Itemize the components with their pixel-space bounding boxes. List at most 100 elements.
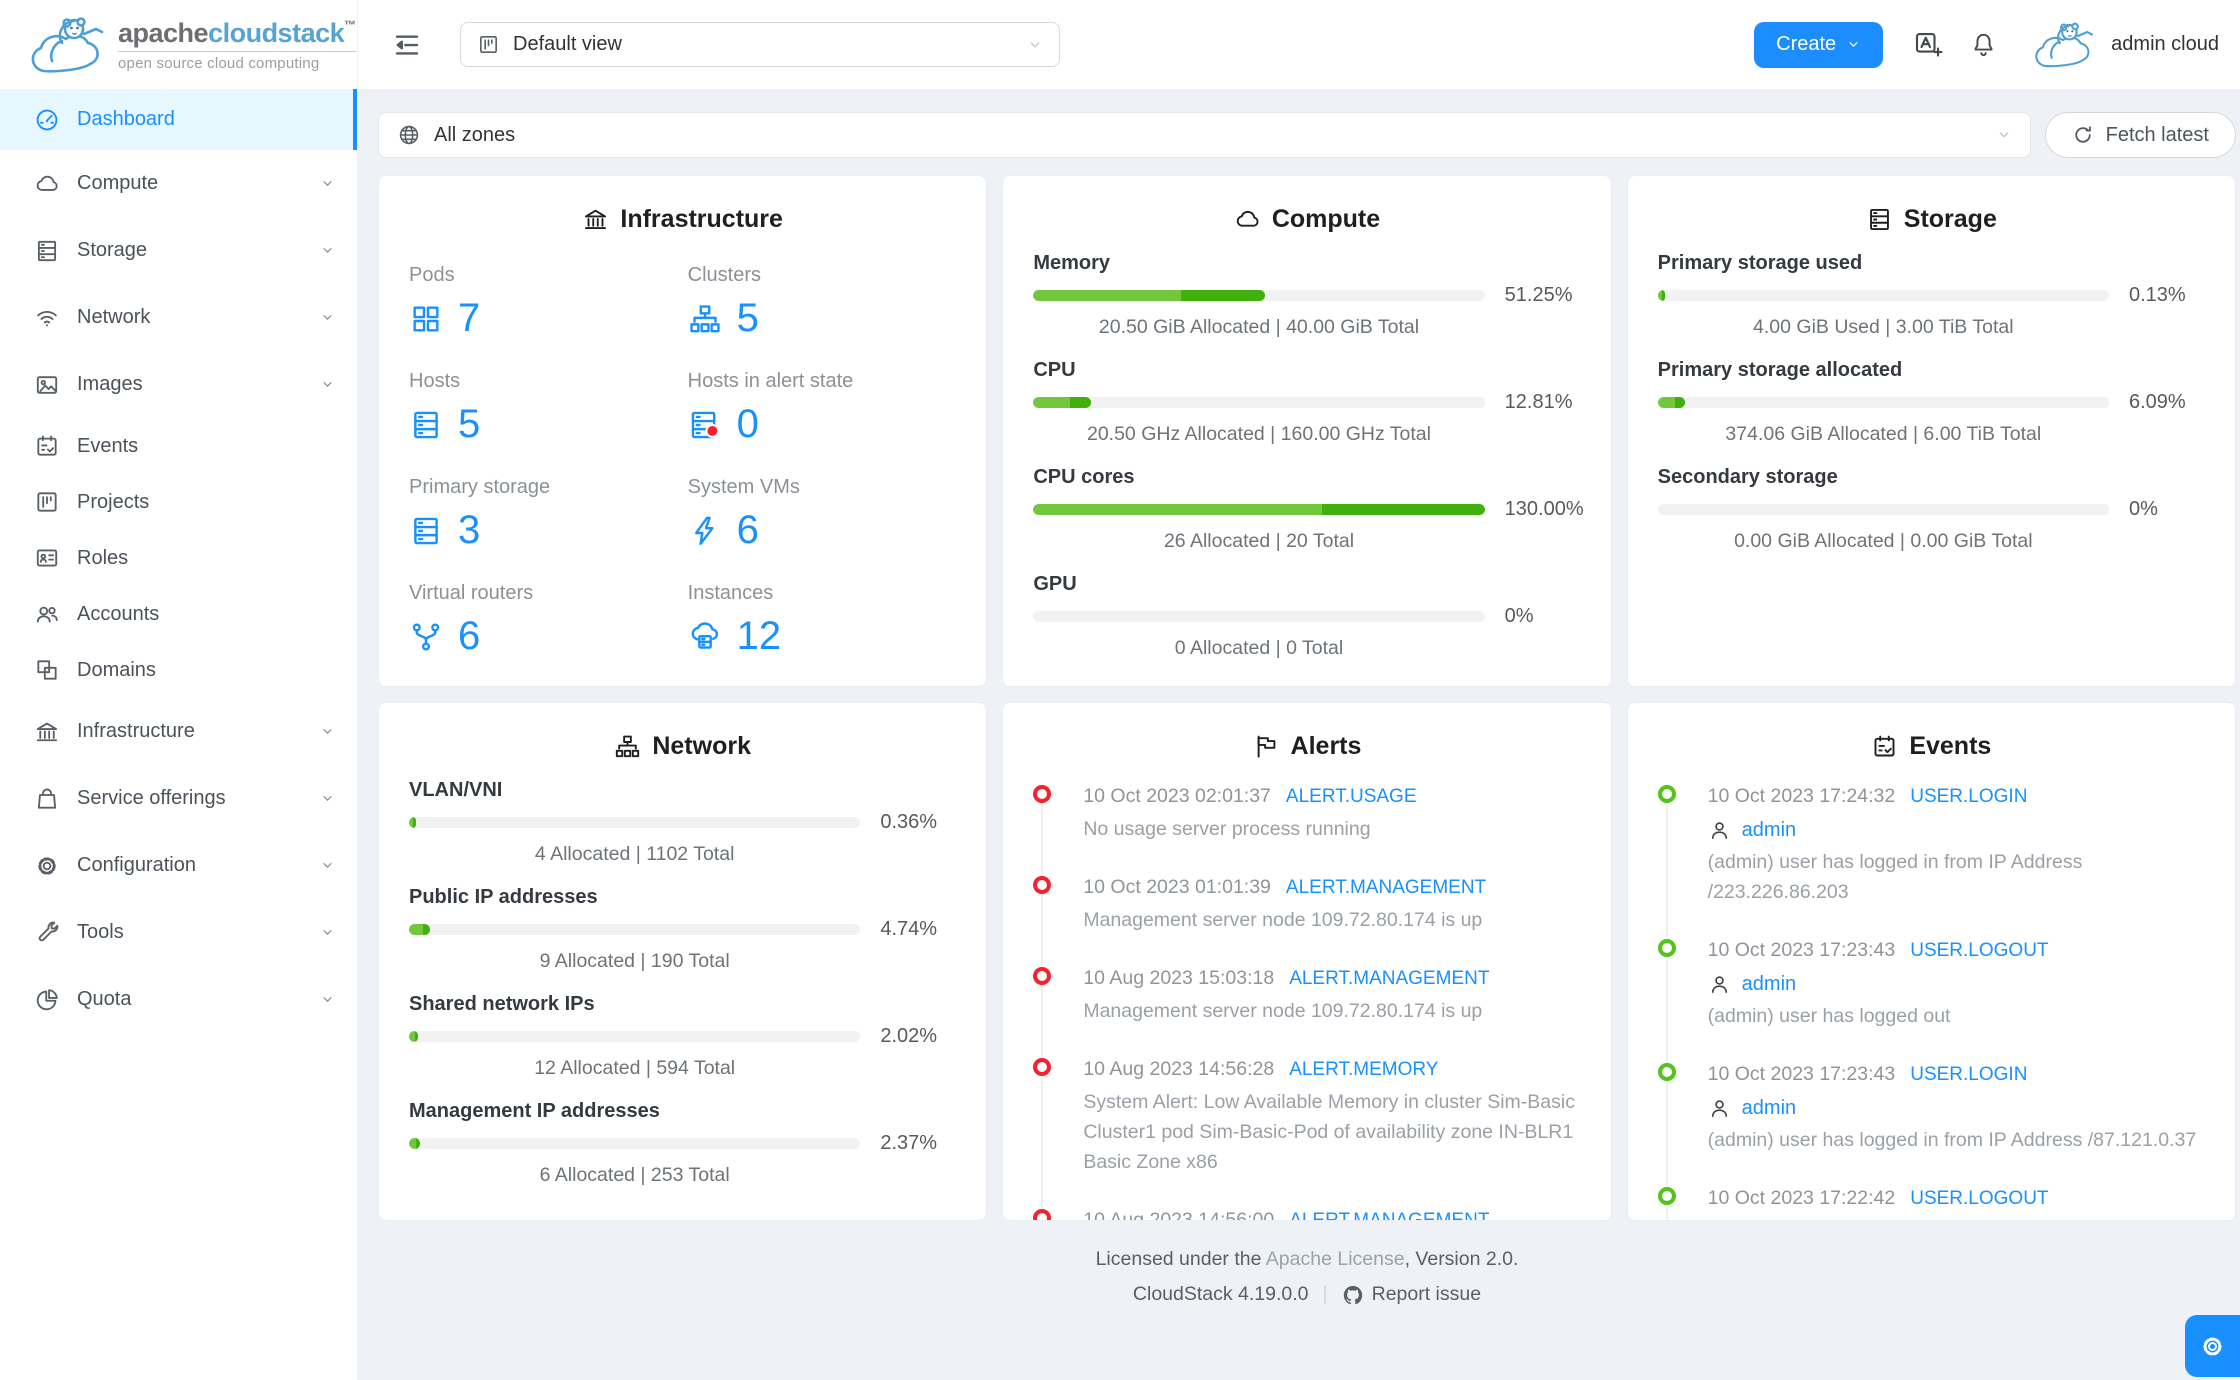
brand-wordmark: apachecloudstack™ open source cloud comp… [118, 18, 356, 72]
brand-word-cloudstack: cloudstack [208, 17, 345, 48]
metric-bar-row: 0% [1657, 498, 2205, 521]
notifications-bell-icon[interactable] [1970, 31, 1997, 58]
stat-number[interactable]: 6 [458, 614, 481, 658]
stat-number[interactable]: 6 [736, 508, 759, 552]
sidebar-item-compute[interactable]: Compute [0, 150, 357, 217]
sidebar-item-domains[interactable]: Domains [0, 642, 357, 698]
event-user-link[interactable]: admin [1741, 819, 1797, 841]
apache-license-link[interactable]: Apache License [1265, 1248, 1405, 1270]
sidebar-collapse-icon[interactable] [392, 30, 422, 60]
sidebar-item-projects[interactable]: Projects [0, 474, 357, 530]
metric-caption-wrap: 4.00 GiB Used | 3.00 TiB Total [1658, 313, 2109, 341]
sidebar-item-label: Tools [77, 921, 124, 943]
alert-type-link[interactable]: ALERT.MANAGEMENT [1289, 1210, 1490, 1221]
team-icon [34, 601, 60, 627]
sidebar-item-images[interactable]: Images [0, 351, 357, 418]
server-icon [1866, 206, 1893, 233]
event-type-link[interactable]: USER.LOGIN [1910, 786, 2028, 807]
metric-caption-wrap: 12 Allocated | 594 Total [409, 1054, 860, 1082]
progress-fill-dark [422, 924, 431, 935]
event-item: 10 Oct 2023 17:23:43 USER.LOGIN admin (ad… [1657, 1059, 2205, 1155]
storage-card-title: Storage [1658, 205, 2205, 234]
translate-icon[interactable] [1913, 30, 1943, 60]
event-user-link[interactable]: admin [1741, 1097, 1797, 1119]
metric-secondary-storage: Secondary storage 0% 0.00 GiB Allocated … [1657, 463, 2205, 555]
user-name[interactable]: admin cloud [2111, 33, 2219, 55]
sidebar-item-tools[interactable]: Tools [0, 899, 357, 966]
report-issue-label: Report issue [1371, 1283, 1482, 1305]
sidebar-item-accounts[interactable]: Accounts [0, 586, 357, 642]
alert-type-link[interactable]: ALERT.USAGE [1285, 786, 1417, 807]
sidebar-item-label: Dashboard [77, 108, 175, 130]
stat-number[interactable]: 12 [736, 614, 782, 658]
sidebar-item-network[interactable]: Network [0, 284, 357, 351]
sidebar-item-configuration[interactable]: Configuration [0, 832, 357, 899]
metric-caption-wrap: 26 Allocated | 20 Total [1033, 527, 1484, 555]
project-settings-fab[interactable] [2185, 1315, 2240, 1377]
network-card-title: Network [409, 732, 956, 761]
stat-number[interactable]: 5 [736, 296, 759, 340]
alerts-card: Alerts 10 Oct 2023 02:01:37 ALERT.USAGE N… [1002, 702, 1612, 1221]
alert-type-link[interactable]: ALERT.MANAGEMENT [1289, 968, 1490, 989]
user-avatar[interactable] [2021, 16, 2105, 74]
progress-fill [409, 1138, 420, 1149]
progress-fill [409, 924, 431, 935]
metric-label: Shared network IPs [409, 993, 595, 1015]
event-type-link[interactable]: USER.LOGOUT [1910, 940, 2049, 961]
compute-card: Compute Memory 51.25% 20.50 GiB Allocate… [1002, 175, 1612, 687]
metric-percent: 6.09% [2128, 391, 2186, 413]
user-icon [1708, 973, 1731, 996]
alert-description: Management server node 109.72.80.174 is … [1083, 1000, 1483, 1022]
server-icon [409, 408, 443, 442]
event-head: 10 Oct 2023 17:22:42 USER.LOGOUT [1708, 1183, 2205, 1214]
reload-icon [2072, 124, 2094, 146]
blocks-icon [34, 657, 60, 683]
view-selector-value: Default view [513, 33, 622, 55]
stat-number[interactable]: 5 [458, 402, 481, 446]
sidebar-item-quota[interactable]: Quota [0, 966, 357, 1033]
stat-value: 5 [409, 402, 678, 447]
zone-selector[interactable]: All zones [378, 112, 2031, 158]
dashboard-grid: Infrastructure Pods 7 Clusters [378, 175, 2236, 1221]
report-issue-link[interactable]: Report issue [1342, 1283, 1481, 1306]
sidebar-item-events[interactable]: Events [0, 418, 357, 474]
metric-caption-wrap: 6 Allocated | 253 Total [409, 1161, 860, 1189]
version-text: CloudStack 4.19.0.0 [1132, 1283, 1309, 1305]
main-area: Default view Create admin cloud All zone… [358, 0, 2240, 1380]
sidebar-item-storage[interactable]: Storage [0, 217, 357, 284]
event-dot [1657, 1063, 1676, 1081]
infrastructure-card-title: Infrastructure [409, 205, 956, 234]
stat-label: System VMs [687, 476, 800, 498]
stat-number[interactable]: 3 [458, 508, 481, 552]
stat-number[interactable]: 7 [458, 296, 481, 340]
calendar-check-icon [1871, 733, 1898, 760]
version-line: CloudStack 4.19.0.0 | Report issue [378, 1283, 2236, 1306]
stat-number[interactable]: 0 [736, 402, 759, 446]
event-type-link[interactable]: USER.LOGIN [1910, 1064, 2028, 1085]
sidebar-item-service-offerings[interactable]: Service offerings [0, 765, 357, 832]
progress-track [1033, 504, 1485, 515]
server-icon [409, 514, 443, 548]
card-title-text: Storage [1903, 205, 1997, 233]
metric-label: Memory [1033, 252, 1111, 274]
alert-type-link[interactable]: ALERT.MANAGEMENT [1285, 877, 1487, 898]
events-card-title: Events [1658, 732, 2205, 761]
sidebar-item-roles[interactable]: Roles [0, 530, 357, 586]
event-user-link[interactable]: admin [1741, 973, 1797, 995]
alert-type-link[interactable]: ALERT.MEMORY [1289, 1059, 1439, 1080]
chevron-down-icon [320, 310, 335, 325]
event-type-link[interactable]: USER.LOGOUT [1910, 1188, 2049, 1209]
event-time: 10 Oct 2023 17:24:32 [1707, 785, 1896, 807]
progress-track [1033, 290, 1485, 301]
create-button[interactable]: Create [1754, 21, 1884, 68]
metric-bar-row: 2.02% [409, 1025, 956, 1048]
stat-label: Virtual routers [409, 582, 534, 604]
fetch-latest-button[interactable]: Fetch latest [2044, 112, 2236, 158]
progress-track [1657, 504, 2109, 515]
chevron-down-icon [320, 858, 335, 873]
sidebar-item-infrastructure[interactable]: Infrastructure [0, 698, 357, 765]
view-selector[interactable]: Default view [460, 22, 1060, 67]
progress-fill-dark [1675, 397, 1686, 408]
metric-caption: 374.06 GiB Allocated | 6.00 TiB Total [1725, 423, 2042, 445]
sidebar-item-dashboard[interactable]: Dashboard [0, 89, 357, 150]
